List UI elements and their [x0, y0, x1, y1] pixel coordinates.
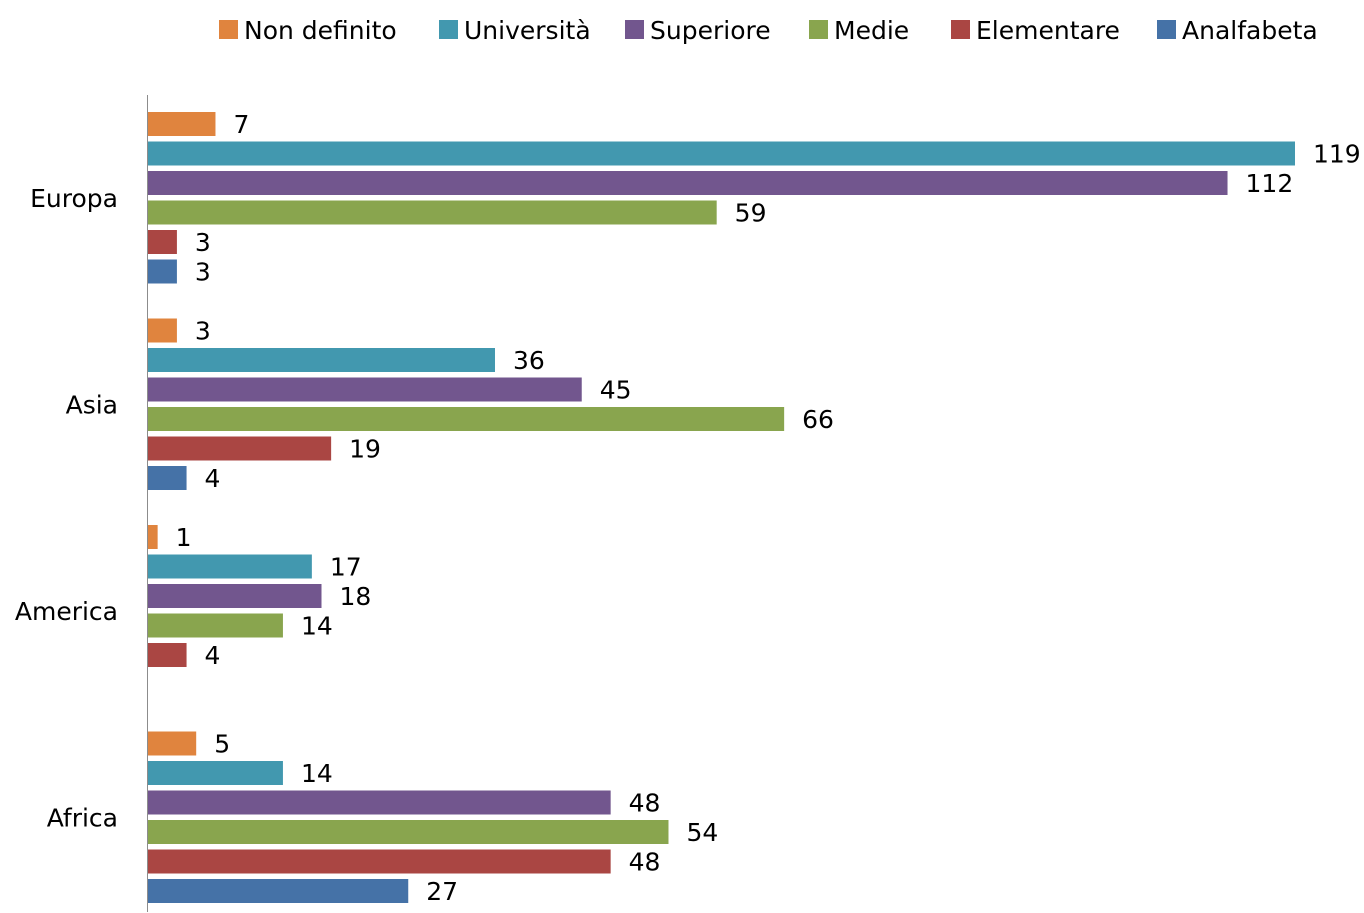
bar-europa-non-definito: [148, 112, 216, 136]
category-label-europa: Europa: [30, 184, 118, 213]
value-label-africa-elementare: 48: [629, 848, 661, 877]
value-label-europa-analfabeta: 3: [195, 258, 211, 287]
value-label-asia-superiore: 45: [600, 376, 632, 405]
legend-label-superiore: Superiore: [650, 16, 771, 45]
value-label-europa-elementare: 3: [195, 228, 211, 257]
bar-africa-analfabeta: [148, 879, 409, 903]
category-label-africa: Africa: [47, 803, 118, 832]
legend: Non definito Università Superiore Medie Elem…: [219, 16, 1318, 45]
legend-label-analfabeta: Analfabeta: [1182, 16, 1318, 45]
value-label-america-non-definito: 1: [176, 523, 192, 552]
bar-europa-elementare: [148, 230, 177, 254]
value-label-america-medie: 14: [301, 612, 333, 641]
value-label-asia-medie: 66: [802, 405, 834, 434]
bar-asia-medie: [148, 407, 785, 431]
value-label-europa-superiore: 112: [1246, 169, 1294, 198]
bar-asia-superiore: [148, 377, 582, 402]
legend-swatch-superiore: [625, 20, 644, 39]
value-label-europa-non-definito: 7: [233, 110, 249, 139]
value-label-asia-non-definito: 3: [195, 317, 211, 346]
value-label-africa-superiore: 48: [629, 789, 661, 818]
legend-label-universita: Università: [464, 16, 591, 45]
value-label-africa-medie: 54: [686, 818, 718, 847]
legend-swatch-elementare: [951, 20, 970, 39]
category-label-asia: Asia: [66, 390, 118, 419]
value-label-america-superiore: 18: [339, 582, 371, 611]
category-label-america: America: [15, 597, 118, 626]
legend-label-non-definito: Non definito: [244, 16, 397, 45]
bar-europa-superiore: [148, 171, 1228, 195]
bar-asia-non-definito: [148, 318, 177, 343]
value-label-asia-universita: 36: [513, 346, 545, 375]
bar-africa-medie: [148, 820, 669, 844]
value-label-asia-elementare: 19: [349, 435, 381, 464]
legend-label-medie: Medie: [834, 16, 909, 45]
bar-america-elementare: [148, 643, 187, 667]
value-label-africa-non-definito: 5: [214, 730, 230, 759]
legend-swatch-universita: [439, 20, 458, 39]
value-label-asia-analfabeta: 4: [205, 464, 221, 493]
value-label-europa-medie: 59: [735, 199, 767, 228]
bar-asia-elementare: [148, 436, 332, 461]
bar-america-medie: [148, 613, 283, 638]
bar-america-non-definito: [148, 525, 158, 549]
legend-swatch-analfabeta: [1157, 20, 1176, 39]
bar-africa-non-definito: [148, 731, 197, 756]
bar-america-superiore: [148, 584, 322, 608]
value-label-africa-universita: 14: [301, 759, 333, 788]
bar-asia-analfabeta: [148, 466, 187, 490]
bar-europa-medie: [148, 200, 717, 225]
legend-label-elementare: Elementare: [976, 16, 1120, 45]
value-label-africa-analfabeta: 27: [426, 877, 458, 906]
legend-swatch-medie: [809, 20, 828, 39]
value-label-america-universita: 17: [330, 553, 362, 582]
bar-asia-universita: [148, 348, 495, 372]
value-label-america-elementare: 4: [205, 641, 221, 670]
bar-america-universita: [148, 554, 312, 579]
bar-africa-elementare: [148, 849, 611, 874]
category-labels: Europa Asia America Africa: [15, 184, 118, 833]
legend-swatch-non-definito: [219, 20, 238, 39]
bar-africa-universita: [148, 761, 283, 785]
bar-europa-universita: [148, 141, 1295, 166]
bar-africa-superiore: [148, 790, 611, 815]
value-label-europa-universita: 119: [1313, 140, 1361, 169]
bar-europa-analfabeta: [148, 259, 177, 284]
